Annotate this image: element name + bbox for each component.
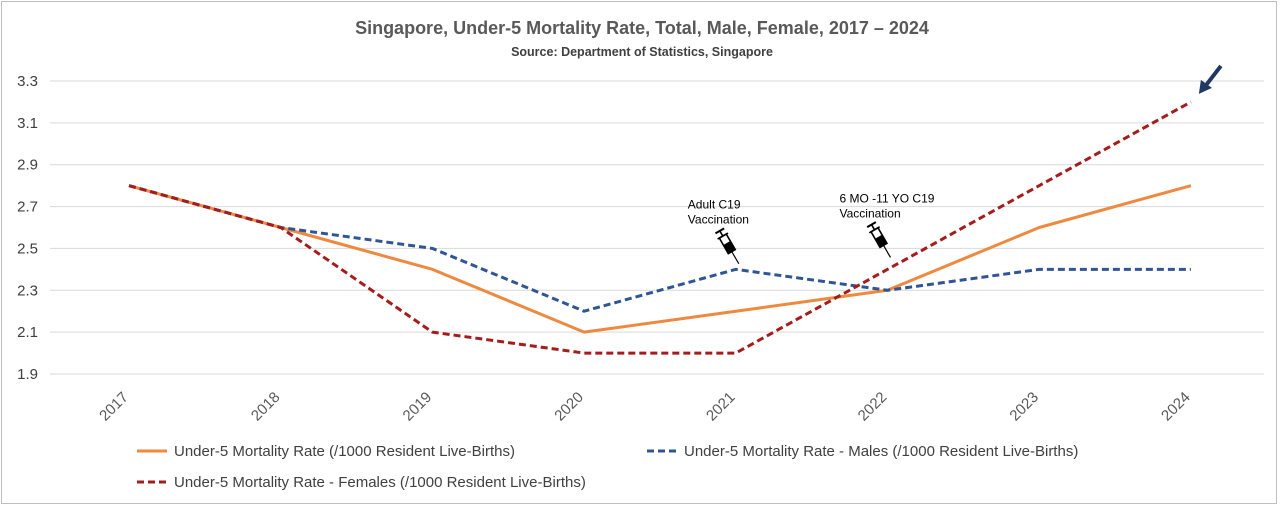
chart-title: Singapore, Under-5 Mortality Rate, Total… — [355, 18, 929, 38]
y-tick-label: 3.1 — [17, 115, 38, 132]
chart-subtitle: Source: Department of Statistics, Singap… — [511, 45, 773, 59]
x-tick-label: 2019 — [400, 389, 436, 425]
legend-label: Under-5 Mortality Rate - Females (/1000 … — [174, 474, 586, 491]
series-line-1 — [128, 184, 1191, 313]
series-line-2 — [128, 100, 1192, 355]
syringe-icon — [866, 221, 892, 258]
series-lines — [128, 100, 1192, 355]
gridlines — [50, 80, 1264, 375]
annotation-label: 6 MO -11 YO C19 — [840, 191, 935, 205]
syringe-icon — [714, 227, 740, 265]
series-line-0 — [128, 184, 1192, 334]
x-tick-label: 2022 — [855, 389, 891, 425]
annotation-label: Vaccination — [688, 213, 749, 227]
y-tick-label: 3.3 — [17, 73, 38, 90]
y-tick-label: 2.5 — [17, 240, 38, 257]
x-axis-ticks: 2017 2018 2019 2020 2021 2022 2023 2024 — [96, 389, 1194, 425]
x-tick-label: 2024 — [1158, 389, 1194, 425]
legend: Under-5 Mortality Rate (/1000 Resident L… — [137, 443, 1078, 491]
legend-label: Under-5 Mortality Rate - Males (/1000 Re… — [684, 443, 1078, 460]
x-tick-label: 2018 — [248, 389, 284, 425]
arrow-icon — [1198, 64, 1223, 94]
x-tick-label: 2020 — [551, 389, 587, 425]
x-tick-label: 2023 — [1006, 389, 1042, 425]
y-tick-label: 2.9 — [17, 157, 38, 174]
x-tick-label: 2017 — [96, 389, 132, 425]
legend-label: Under-5 Mortality Rate (/1000 Resident L… — [174, 443, 515, 460]
y-tick-label: 2.3 — [17, 282, 38, 299]
y-tick-label: 2.7 — [17, 199, 38, 216]
x-tick-label: 2021 — [703, 389, 739, 425]
y-axis-ticks: 1.9 2.1 2.3 2.5 2.7 2.9 3.1 3.3 — [17, 73, 38, 383]
annotation-label: Adult C19 — [688, 198, 741, 212]
y-tick-label: 2.1 — [17, 324, 38, 341]
annotation-label: Vaccination — [840, 206, 901, 220]
y-tick-label: 1.9 — [17, 366, 38, 383]
